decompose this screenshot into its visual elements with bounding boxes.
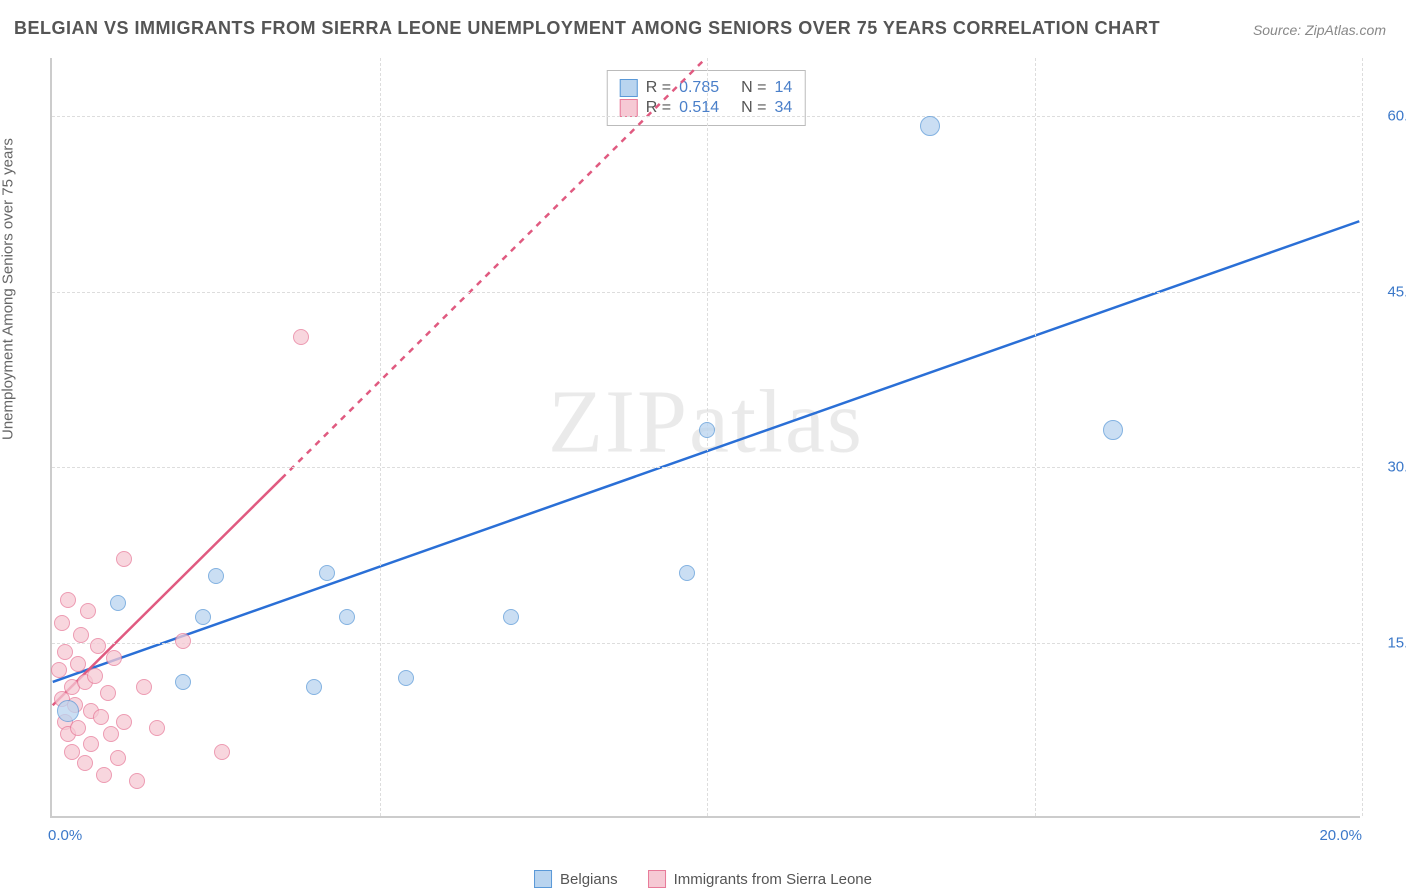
- n-label: N =: [741, 79, 766, 97]
- source-attribution: Source: ZipAtlas.com: [1253, 22, 1386, 38]
- legend-swatch: [620, 79, 638, 97]
- legend-item: Belgians: [534, 870, 618, 888]
- n-value: 34: [774, 99, 792, 117]
- y-axis-label: Unemployment Among Seniors over 75 years: [0, 138, 17, 440]
- r-value: 0.785: [679, 79, 719, 97]
- point-series-b: [103, 726, 119, 742]
- legend-label: Belgians: [560, 871, 618, 888]
- legend-item: Immigrants from Sierra Leone: [648, 870, 872, 888]
- legend-swatch: [620, 99, 638, 117]
- gridline-h: [52, 467, 1360, 468]
- point-series-a: [110, 595, 126, 611]
- gridline-h: [52, 116, 1360, 117]
- point-series-a: [175, 674, 191, 690]
- x-tick-label: 20.0%: [1319, 827, 1362, 844]
- point-series-b: [60, 592, 76, 608]
- point-series-b: [73, 627, 89, 643]
- point-series-b: [70, 656, 86, 672]
- point-series-a: [398, 670, 414, 686]
- y-tick-label: 45.0%: [1370, 283, 1406, 300]
- y-tick-label: 30.0%: [1370, 459, 1406, 476]
- point-series-b: [100, 685, 116, 701]
- point-series-b: [116, 551, 132, 567]
- point-series-b: [214, 744, 230, 760]
- point-series-a: [339, 609, 355, 625]
- series-legend: Belgians Immigrants from Sierra Leone: [534, 870, 872, 888]
- point-series-b: [90, 638, 106, 654]
- n-value: 14: [774, 79, 792, 97]
- point-series-b: [83, 736, 99, 752]
- correlation-legend-row: R = 0.785 N = 14: [620, 79, 793, 97]
- point-series-b: [54, 615, 70, 631]
- point-series-a: [1103, 420, 1123, 440]
- point-series-a: [503, 609, 519, 625]
- r-label: R =: [646, 99, 671, 117]
- point-series-a: [699, 422, 715, 438]
- legend-label: Immigrants from Sierra Leone: [674, 871, 872, 888]
- plot-area: ZIPatlas R =0.785N =14R =0.514N =34 15.0…: [50, 58, 1360, 818]
- point-series-b: [106, 650, 122, 666]
- correlation-legend-row: R = 0.514 N = 34: [620, 99, 793, 117]
- legend-swatch: [534, 870, 552, 888]
- point-series-a: [679, 565, 695, 581]
- point-series-b: [64, 744, 80, 760]
- point-series-b: [77, 755, 93, 771]
- point-series-b: [87, 668, 103, 684]
- y-tick-label: 60.0%: [1370, 108, 1406, 125]
- correlation-legend: R = 0.785 N = 14 R = 0.514 N = 34: [607, 70, 806, 126]
- point-series-a: [208, 568, 224, 584]
- gridline-h: [52, 643, 1360, 644]
- point-series-b: [293, 329, 309, 345]
- gridline-h: [52, 292, 1360, 293]
- r-value: 0.514: [679, 99, 719, 117]
- gridline-v: [1362, 58, 1363, 816]
- gridline-v: [1035, 58, 1036, 816]
- point-series-b: [175, 633, 191, 649]
- point-series-b: [129, 773, 145, 789]
- point-series-a: [195, 609, 211, 625]
- point-series-b: [80, 603, 96, 619]
- point-series-b: [110, 750, 126, 766]
- point-series-b: [51, 662, 67, 678]
- point-series-b: [93, 709, 109, 725]
- point-series-b: [149, 720, 165, 736]
- y-tick-label: 15.0%: [1370, 634, 1406, 651]
- legend-swatch: [648, 870, 666, 888]
- point-series-b: [70, 720, 86, 736]
- r-label: R =: [646, 79, 671, 97]
- x-tick-label: 0.0%: [48, 827, 82, 844]
- point-series-a: [920, 116, 940, 136]
- gridline-v: [380, 58, 381, 816]
- point-series-b: [136, 679, 152, 695]
- point-series-a: [306, 679, 322, 695]
- point-series-b: [116, 714, 132, 730]
- chart-title: BELGIAN VS IMMIGRANTS FROM SIERRA LEONE …: [14, 18, 1160, 39]
- n-label: N =: [741, 99, 766, 117]
- point-series-b: [96, 767, 112, 783]
- point-series-b: [57, 644, 73, 660]
- point-series-a: [57, 700, 79, 722]
- chart-container: BELGIAN VS IMMIGRANTS FROM SIERRA LEONE …: [0, 0, 1406, 892]
- point-series-a: [319, 565, 335, 581]
